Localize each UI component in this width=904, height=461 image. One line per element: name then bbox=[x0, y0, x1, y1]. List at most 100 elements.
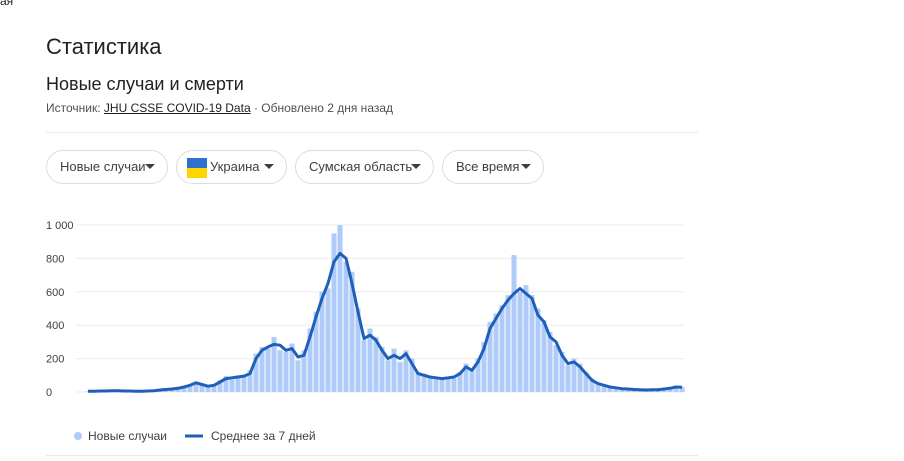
legend-label: Среднее за 7 дней bbox=[211, 429, 316, 443]
bar bbox=[211, 384, 217, 392]
filter-chip[interactable]: Все время bbox=[442, 150, 544, 184]
bar bbox=[535, 308, 541, 392]
bar bbox=[475, 358, 481, 392]
bar bbox=[589, 378, 595, 392]
bar bbox=[271, 336, 277, 392]
bar bbox=[301, 350, 307, 392]
bar bbox=[571, 358, 577, 392]
bar bbox=[493, 313, 499, 392]
bar bbox=[217, 380, 223, 392]
bar bbox=[295, 360, 301, 392]
subtitle: Новые случаи и смерти bbox=[46, 74, 244, 94]
bar bbox=[331, 233, 337, 392]
bar bbox=[379, 346, 385, 392]
bar bbox=[343, 261, 349, 392]
bar bbox=[349, 271, 355, 392]
cut-text: ая bbox=[0, 0, 14, 8]
bar bbox=[199, 385, 205, 392]
bar bbox=[607, 386, 613, 392]
bar bbox=[583, 371, 589, 392]
bar bbox=[235, 375, 241, 392]
flag bbox=[187, 157, 207, 178]
chip-label: Сумская область bbox=[309, 159, 413, 174]
bar bbox=[397, 361, 403, 392]
bar bbox=[253, 353, 259, 392]
bar bbox=[259, 346, 265, 392]
bar bbox=[469, 368, 475, 392]
bar bbox=[283, 351, 289, 392]
dropdown-arrow bbox=[411, 164, 421, 169]
bar bbox=[679, 386, 685, 392]
bar bbox=[445, 376, 451, 392]
bar bbox=[439, 377, 445, 392]
bar bbox=[175, 387, 181, 392]
bar bbox=[433, 378, 439, 392]
bar bbox=[565, 365, 571, 392]
bar bbox=[511, 255, 517, 392]
source-line: Источник: JHU CSSE COVID-19 Data · Обнов… bbox=[46, 101, 393, 115]
bar bbox=[277, 350, 283, 392]
bar bbox=[505, 295, 511, 392]
bar bbox=[367, 328, 373, 392]
chip-label: Новые случаи bbox=[60, 159, 146, 174]
bar bbox=[325, 288, 331, 392]
bar bbox=[403, 350, 409, 392]
bar bbox=[559, 351, 565, 392]
bar bbox=[613, 387, 619, 392]
bar bbox=[187, 384, 193, 392]
bar bbox=[409, 358, 415, 392]
bar bbox=[205, 386, 211, 392]
filter-chip[interactable]: Украина bbox=[176, 150, 287, 184]
updated: · Обновлено 2 дня назад bbox=[253, 101, 394, 115]
bar bbox=[667, 387, 673, 392]
filter-chip[interactable]: Сумская область bbox=[295, 150, 434, 184]
divider bbox=[46, 132, 698, 133]
bar bbox=[487, 321, 493, 392]
bar bbox=[181, 386, 187, 392]
bar bbox=[415, 371, 421, 392]
bar bbox=[391, 348, 397, 392]
bar bbox=[547, 331, 553, 392]
bar bbox=[265, 348, 271, 392]
bar bbox=[355, 308, 361, 392]
bar bbox=[523, 285, 529, 392]
y-tick-label: 0 bbox=[46, 387, 52, 399]
y-tick-label: 800 bbox=[46, 253, 64, 265]
bar bbox=[553, 345, 559, 392]
bar bbox=[241, 376, 247, 392]
chip-label: Украина bbox=[210, 159, 260, 174]
bar bbox=[385, 360, 391, 392]
bar bbox=[319, 291, 325, 392]
bar bbox=[289, 343, 295, 392]
bar bbox=[223, 376, 229, 392]
title: Статистика bbox=[46, 34, 162, 59]
y-tick-label: 200 bbox=[46, 354, 64, 366]
y-tick-label: 600 bbox=[46, 287, 64, 299]
bar bbox=[421, 373, 427, 392]
bar bbox=[229, 379, 235, 392]
filter-chip[interactable]: Новые случаи bbox=[46, 150, 168, 184]
bar bbox=[517, 291, 523, 392]
bar bbox=[601, 384, 607, 392]
bar bbox=[247, 370, 253, 392]
bar bbox=[313, 311, 319, 392]
bar bbox=[463, 363, 469, 392]
bar bbox=[193, 381, 199, 392]
bar bbox=[451, 377, 457, 392]
dropdown-arrow bbox=[521, 164, 531, 169]
legend-label: Новые случаи bbox=[88, 429, 167, 443]
bar bbox=[427, 376, 433, 392]
bar bbox=[361, 340, 367, 392]
bar bbox=[577, 363, 583, 392]
dropdown-arrow bbox=[264, 164, 274, 169]
y-tick-label: 400 bbox=[46, 320, 64, 332]
bar bbox=[481, 341, 487, 392]
source-link[interactable]: JHU CSSE COVID-19 Data bbox=[103, 101, 251, 115]
line bbox=[88, 251, 683, 393]
bar bbox=[373, 336, 379, 392]
bar bbox=[541, 320, 547, 392]
bar bbox=[499, 305, 505, 392]
bar bbox=[673, 386, 679, 392]
